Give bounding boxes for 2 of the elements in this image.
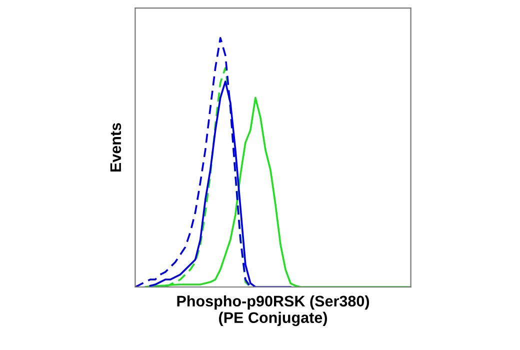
y-axis-title: Events [110, 123, 122, 172]
x-axis-title: Phospho-p90RSK (Ser380) (PE Conjugate) [177, 295, 370, 326]
